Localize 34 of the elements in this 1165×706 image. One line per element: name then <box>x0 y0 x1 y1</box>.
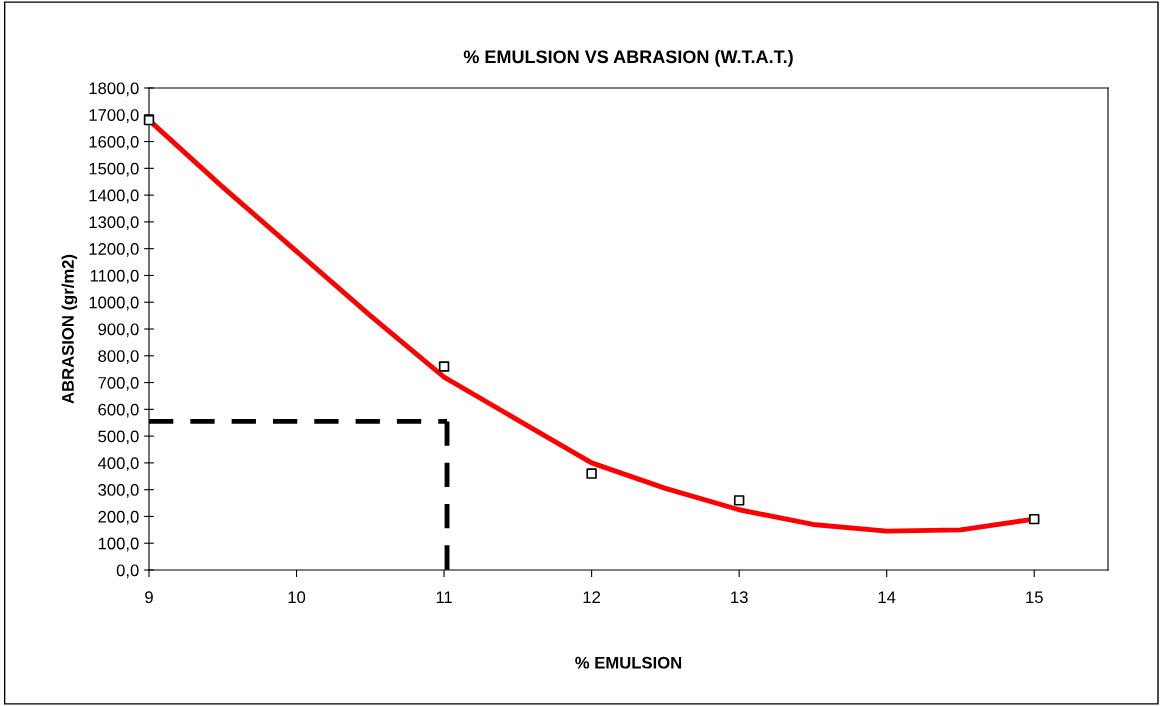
x-tick-label: 11 <box>436 591 452 603</box>
y-tick-label: 400,0 <box>97 457 139 472</box>
point <box>143 114 155 126</box>
y-tick-label: 1400,0 <box>89 189 139 204</box>
y-axis-title: ABRASION (gr/m2) <box>61 254 78 404</box>
y-tick-label: 1000,0 <box>89 296 139 311</box>
point <box>733 495 745 506</box>
y-tick-label: 800,0 <box>98 350 139 364</box>
y-tick-label: 1700,0 <box>89 109 139 123</box>
y-tick-label: 1600,0 <box>89 135 139 150</box>
y-tick-label: 1800,0 <box>89 82 139 97</box>
x-tick-label: 14 <box>878 591 896 603</box>
y-tick-label: 100,0 <box>98 537 139 552</box>
y-tick-label: 1200,0 <box>89 243 139 257</box>
y-tick-label: 900,0 <box>98 323 139 338</box>
y-tick-label: 1500,0 <box>89 162 139 177</box>
y-tick-label: 700,0 <box>98 376 139 391</box>
x-tick-label: 9 <box>145 591 153 604</box>
x-tick-label: 15 <box>1026 591 1043 604</box>
y-tick-label: 200,0 <box>98 510 139 525</box>
point <box>1029 513 1040 525</box>
y-tick-label: 1300,0 <box>89 216 139 231</box>
point <box>438 361 450 372</box>
y-tick-label: 0,0 <box>116 564 139 579</box>
x-axis-title: % EMULSION <box>575 656 682 669</box>
y-tick-label: 300,0 <box>98 484 139 498</box>
y-tick-label: 500,0 <box>98 430 139 445</box>
y-tick-label: 600,0 <box>98 403 139 418</box>
point <box>586 468 597 479</box>
x-tick-label: 13 <box>731 591 748 604</box>
x-tick-label: 12 <box>583 591 601 603</box>
y-tick-label: 1100,0 <box>90 269 139 284</box>
x-tick-label: 10 <box>288 591 306 604</box>
chart-title: % EMULSION VS ABRASION (W.T.A.T.) <box>463 49 793 67</box>
